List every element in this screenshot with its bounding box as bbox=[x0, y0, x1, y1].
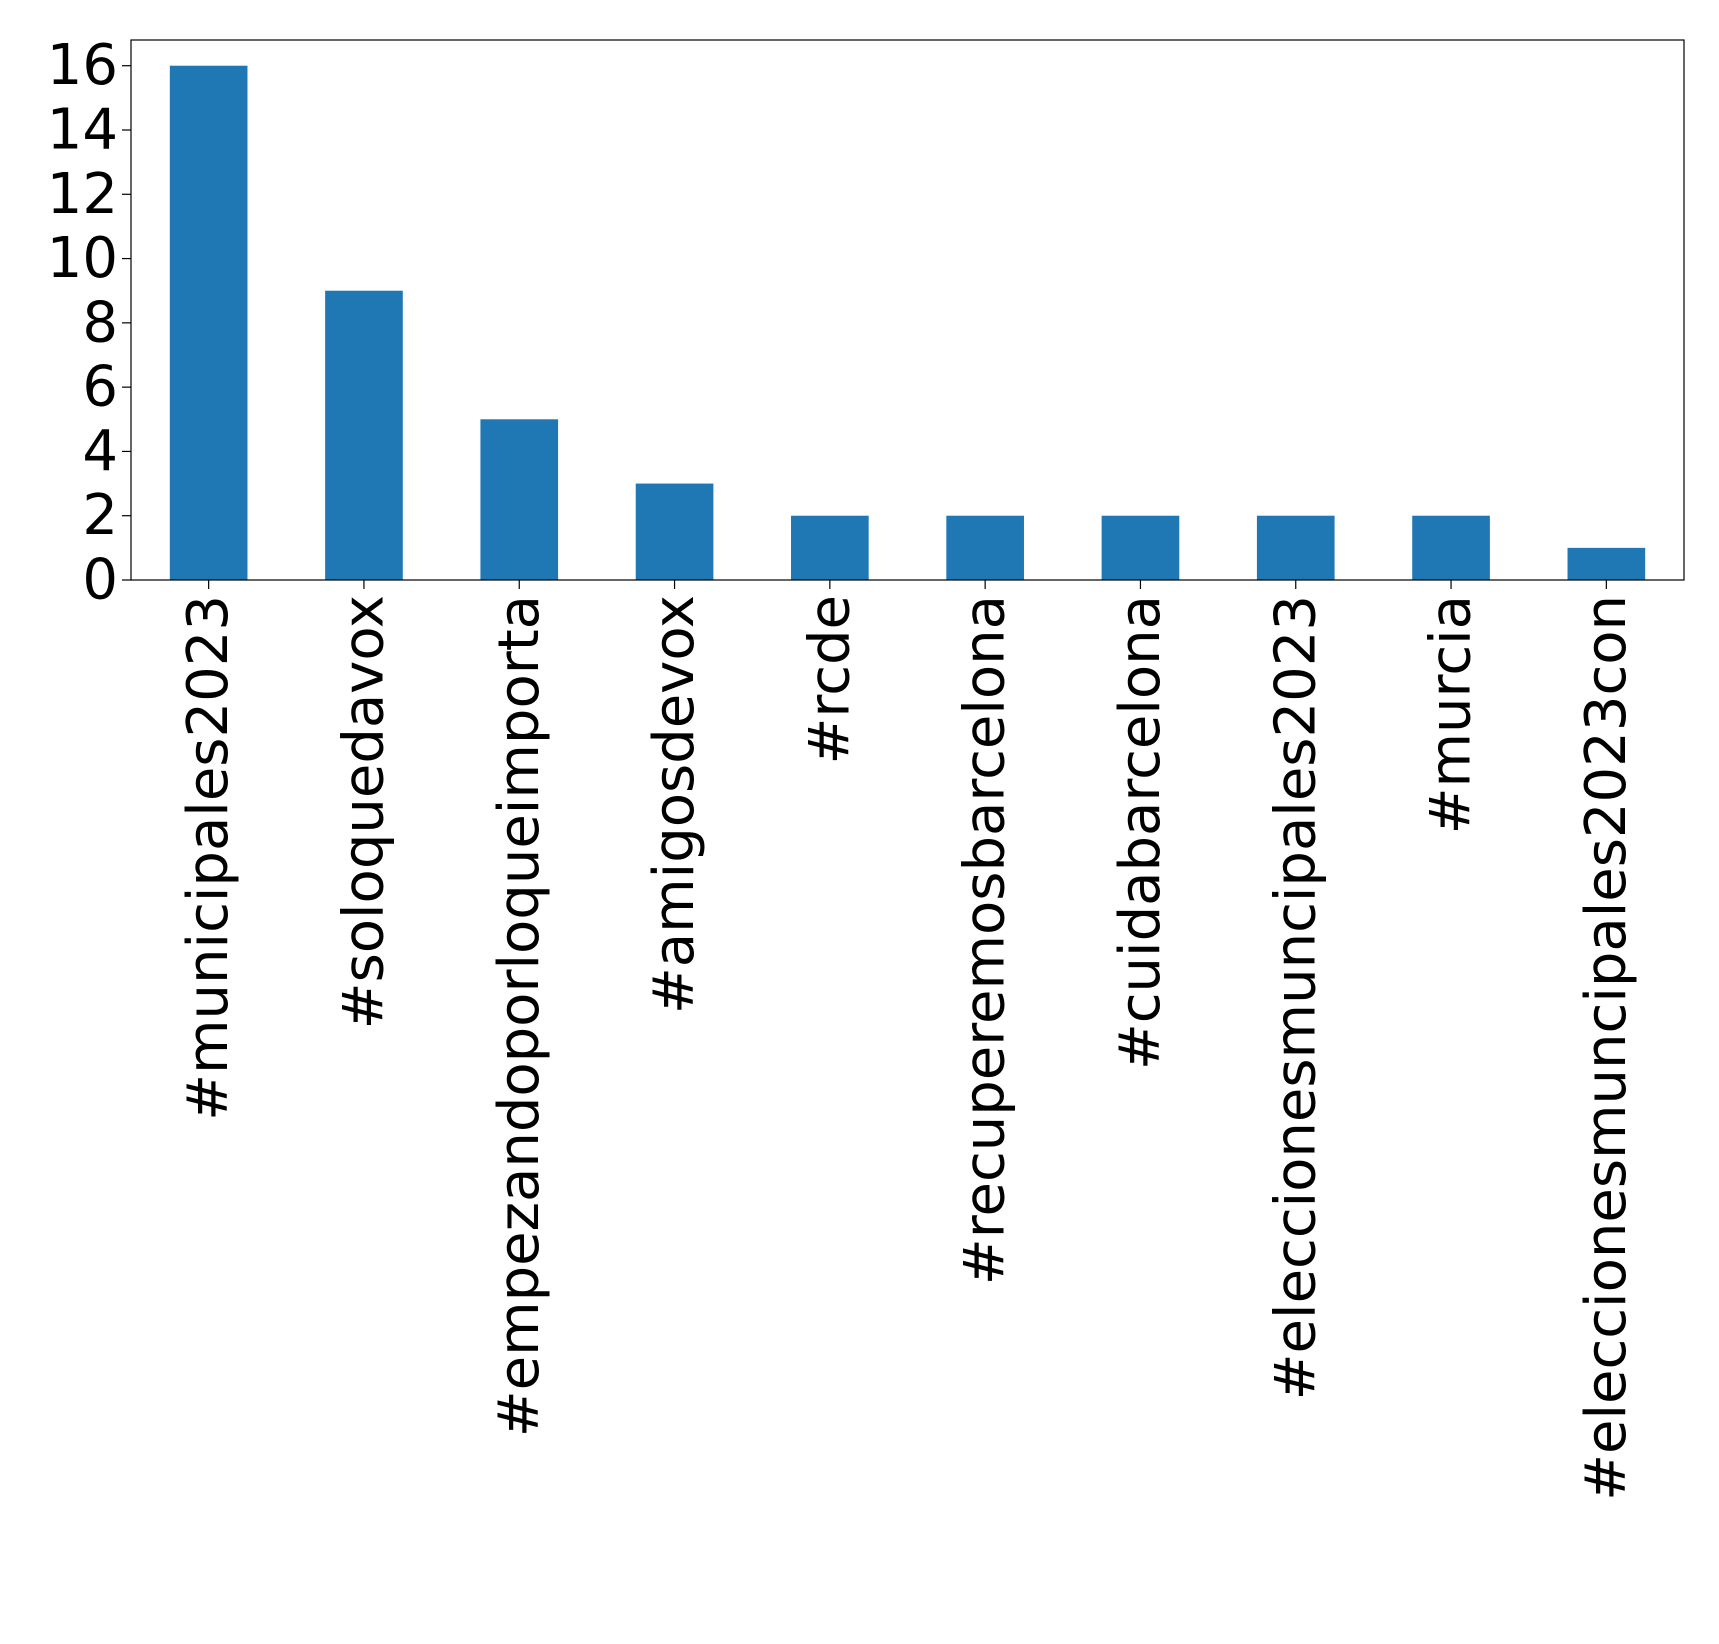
bar bbox=[480, 419, 559, 580]
x-axis: #municipales2023 #soloquedavox #empezandop… bbox=[176, 580, 1639, 1501]
bar bbox=[946, 515, 1024, 580]
x-tick-label: #amigosdevox bbox=[642, 595, 707, 1014]
bar bbox=[1101, 515, 1180, 580]
x-tick-label: #rcde bbox=[797, 595, 862, 765]
bar bbox=[1256, 515, 1335, 580]
y-tick-label: 8 bbox=[82, 290, 118, 355]
y-tick-label: 4 bbox=[82, 419, 118, 484]
y-tick-label: 12 bbox=[47, 162, 118, 227]
x-tick-label: #eleccionesmuncipales2023 bbox=[1263, 595, 1328, 1400]
y-tick-label: 0 bbox=[82, 548, 118, 613]
y-tick-label: 14 bbox=[47, 98, 118, 163]
bars-layer bbox=[169, 65, 1646, 580]
bar bbox=[325, 290, 403, 580]
y-tick-label: 6 bbox=[82, 355, 118, 420]
y-tick-label: 2 bbox=[82, 483, 118, 548]
y-tick-label: 16 bbox=[47, 33, 118, 98]
x-tick-label: #empezandoporloqueimporta bbox=[487, 595, 552, 1437]
plot-frame bbox=[130, 39, 1685, 581]
y-tick-label: 10 bbox=[47, 226, 118, 291]
bar bbox=[791, 515, 869, 580]
bar bbox=[169, 65, 248, 580]
x-tick-label: #municipales2023 bbox=[176, 595, 241, 1121]
x-tick-label: #eleccionesmuncipales2023con bbox=[1574, 595, 1639, 1501]
bar bbox=[635, 483, 714, 580]
x-tick-label: #cuidabarcelona bbox=[1108, 595, 1173, 1070]
x-tick-label: #recuperemosbarcelona bbox=[953, 595, 1018, 1285]
bar bbox=[1567, 547, 1646, 580]
bar bbox=[1412, 515, 1490, 580]
x-tick-label: #soloquedavox bbox=[331, 595, 396, 1029]
x-tick-label: #murcia bbox=[1419, 595, 1484, 834]
